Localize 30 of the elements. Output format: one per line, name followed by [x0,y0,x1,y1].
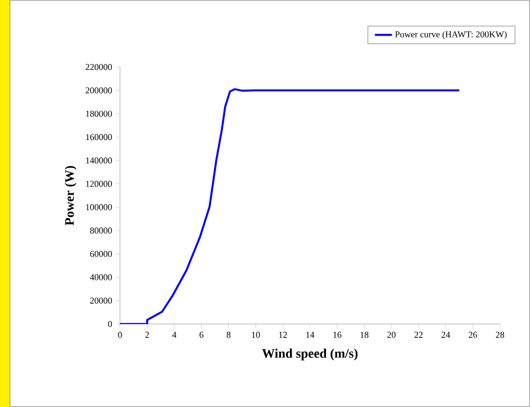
x-tick-label: 6 [200,332,204,338]
x-tick-label: 12 [279,332,287,338]
x-tick-label: 28 [496,332,504,338]
x-tick-label: 14 [306,332,314,338]
y-tick-label: 0 [108,320,112,328]
y-tick-label: 120000 [86,180,112,187]
x-tick-label: 16 [333,332,342,338]
y-axis-title: Power (W) [64,166,76,226]
x-tick-label: 4 [172,332,176,338]
y-tick-label: 60000 [90,250,112,257]
x-tick-label: 0 [118,332,122,338]
y-tick-label: 20000 [90,298,112,304]
x-tick-label: 8 [226,332,230,338]
y-tick-label: 220000 [86,64,112,70]
legend-label: Power curve (HAWT: 200KW) [395,31,507,40]
y-tick-label: 40000 [90,274,112,280]
x-tick-label: 18 [360,332,368,338]
x-tick-label: 24 [442,332,450,338]
y-tick-label: 100000 [86,204,112,210]
x-axis-title: Wind speed (m/s) [262,348,358,360]
y-tick-label: 200000 [86,87,112,94]
y-tick-label: 180000 [86,110,112,117]
x-tick-label: 26 [468,332,478,338]
x-tick-label: 22 [414,332,423,338]
x-tick-label: 10 [252,332,260,338]
y-tick-label: 80000 [90,228,112,234]
y-tick-label: 140000 [86,157,112,164]
x-tick-label: 20 [387,332,396,338]
y-tick-label: 160000 [86,134,112,140]
x-tick-label: 2 [145,332,149,338]
